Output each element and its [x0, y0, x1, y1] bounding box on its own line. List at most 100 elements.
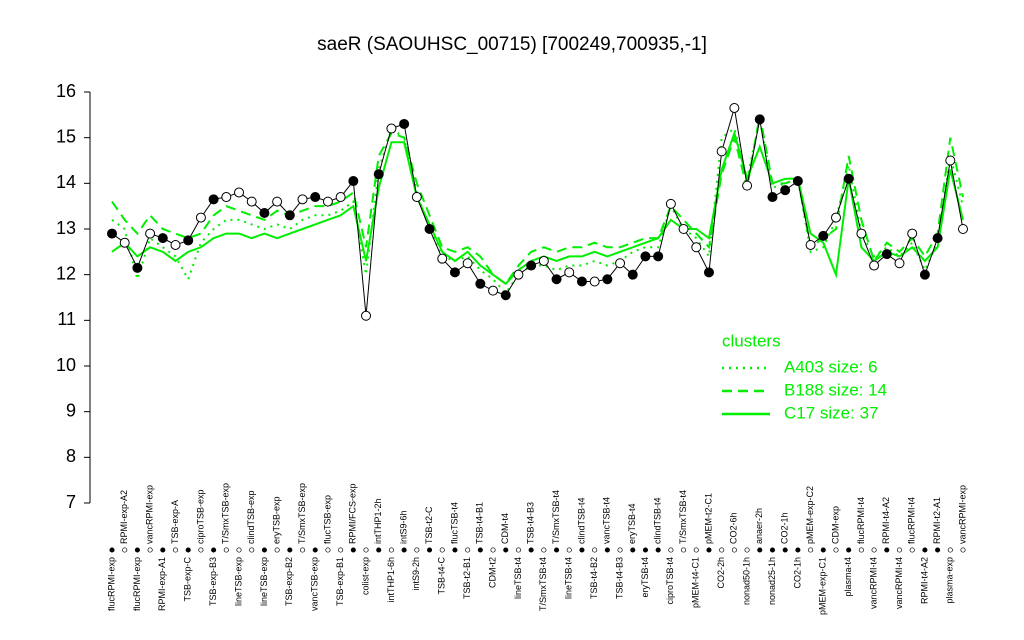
rug-dot: [134, 547, 140, 553]
x-tick-label: TSB-t2-B1: [462, 557, 472, 599]
x-tick-label: lineTSB-exp: [259, 557, 269, 606]
rug-dot: [350, 547, 356, 553]
rug-dot: [490, 547, 496, 553]
rug-dot: [261, 547, 267, 553]
rug-dot: [109, 547, 115, 553]
legend-title: clusters: [722, 331, 781, 350]
rug-dot: [312, 547, 318, 553]
rug-dot: [731, 547, 737, 553]
data-point: [856, 228, 867, 239]
data-point: [361, 310, 372, 321]
rug-dot: [211, 547, 217, 553]
x-tick-label: CDM-t2: [487, 557, 497, 588]
rug-dot: [299, 547, 306, 553]
legend-label: C17 size: 37: [784, 403, 879, 422]
data-point: [576, 276, 587, 287]
data-point: [551, 274, 562, 285]
data-point: [170, 239, 181, 250]
x-tick-label: vancTSB-exp: [310, 557, 320, 611]
data-point: [653, 251, 664, 262]
rug-dot: [223, 547, 229, 553]
data-point: [869, 260, 880, 271]
y-tick-label: 9: [66, 400, 76, 420]
rug-dot: [160, 547, 166, 553]
data-point: [538, 255, 549, 266]
rug-dot: [642, 547, 649, 553]
rug-dot: [566, 547, 572, 553]
data-point: [640, 251, 651, 262]
rug-dot: [617, 547, 623, 553]
x-tick-label: CDM-exp: [830, 506, 840, 544]
x-tick-label: lineTSB-t4: [513, 557, 523, 599]
cluster-line: [111, 129, 964, 286]
rug-dot: [668, 547, 674, 553]
data-point: [246, 196, 257, 207]
data-point: [272, 196, 283, 207]
rug-dot: [376, 547, 382, 553]
rug-dot: [236, 547, 242, 553]
data-point: [348, 176, 359, 187]
data-point: [526, 260, 537, 271]
rug-dot: [884, 547, 890, 553]
data-point: [627, 269, 638, 280]
x-tick-label: TSB-t2-C: [424, 506, 434, 544]
x-tick-label: lineTSB-exp: [233, 557, 243, 606]
rug-dot: [579, 547, 585, 553]
rug-dot: [249, 547, 255, 553]
data-point: [132, 262, 143, 273]
x-tick-label: TSB-exp-B1: [335, 557, 345, 606]
data-line: [111, 107, 964, 316]
rug-dot: [528, 547, 534, 553]
y-tick-label: 10: [56, 355, 76, 375]
rug-dot: [147, 547, 153, 553]
rug-dot: [414, 547, 420, 553]
x-tick-label: T/SmxTSB-exp: [297, 483, 307, 544]
x-tick-label: lineTSB-t4: [564, 557, 574, 599]
rug-dot: [452, 547, 458, 553]
x-tick-label: CO2-1h: [780, 512, 790, 544]
x-tick-label: flucRPMI-exp: [132, 557, 142, 611]
rug-dot: [630, 547, 636, 553]
rug-dot: [744, 547, 750, 553]
x-tick-label: TSB-t4-B3: [614, 557, 624, 599]
data-point: [335, 192, 346, 203]
rug-dot: [935, 547, 941, 553]
data-point: [411, 192, 422, 203]
data-point: [742, 180, 753, 191]
y-tick-label: 8: [66, 446, 76, 466]
rug-dot: [604, 547, 610, 553]
data-point: [234, 187, 245, 198]
rug-dot: [287, 547, 293, 553]
rug-dot: [706, 547, 712, 553]
x-tick-label: RPMI-exp-A1: [157, 557, 167, 611]
chart-title: saeR (SAOUHSC_00715) [700249,700935,-1]: [317, 34, 707, 55]
x-tick-label: RPMI-t2-A1: [932, 497, 942, 544]
rug-dot: [477, 547, 483, 553]
x-tick-label: nonad25-1h: [767, 557, 777, 605]
y-tick-label: 14: [56, 172, 76, 192]
rug-dot: [795, 547, 801, 553]
rug-dot: [769, 547, 776, 553]
x-tick-label: intTHP1-6h: [386, 557, 396, 603]
data-point: [284, 210, 295, 221]
x-tick-label: plasma-t4: [843, 557, 853, 597]
rug-dot: [871, 547, 877, 553]
rug-dot: [719, 547, 725, 553]
data-point: [183, 235, 194, 246]
data-point: [703, 267, 714, 278]
rug-dot: [782, 547, 788, 553]
x-tick-label: intS9-6h: [399, 510, 409, 544]
x-tick-label: pMEM-t2-C1: [703, 493, 713, 544]
y-tick-label: 15: [56, 126, 76, 146]
rug-dot: [909, 547, 915, 553]
data-point: [945, 155, 956, 166]
data-point: [310, 192, 321, 203]
x-tick-label: CO2-1h: [792, 557, 802, 589]
rug-dot: [693, 547, 699, 553]
x-tick-label: CO2-6h: [729, 512, 739, 544]
x-tick-label: TSB-exp-A: [170, 500, 180, 544]
x-tick-label: vancTSB-t4: [602, 497, 612, 544]
x-tick-label: nonad50-1h: [741, 557, 751, 605]
